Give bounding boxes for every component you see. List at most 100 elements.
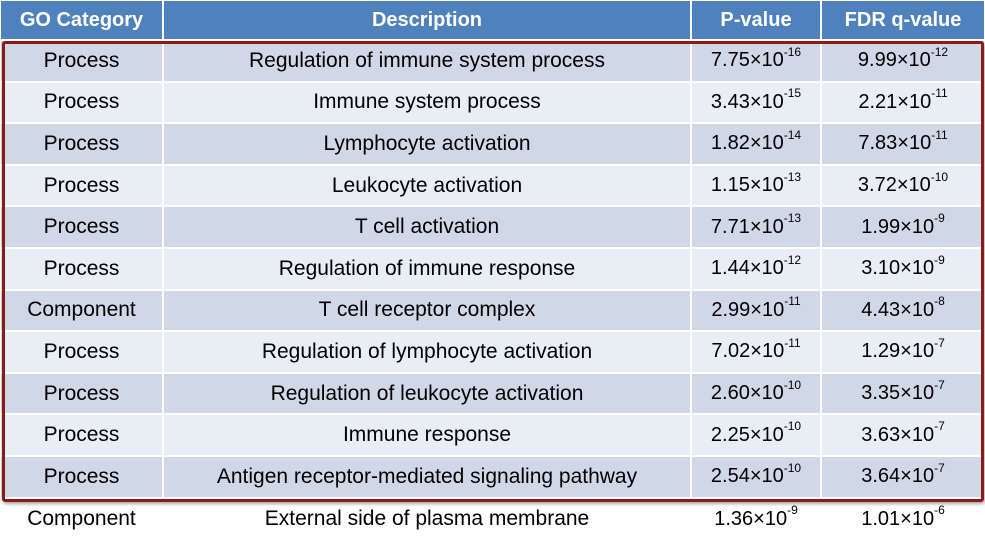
cell-category: Process <box>1 332 164 374</box>
q-value-exponent: -10 <box>930 169 949 184</box>
header-go-category: GO Category <box>1 1 164 41</box>
p-value-exponent: -13 <box>783 211 802 226</box>
p-value-exponent: -10 <box>783 419 802 434</box>
cell-fdr-q-value: 9.99 ×10 -12 <box>822 41 984 83</box>
cell-description: Regulation of immune response <box>164 248 692 291</box>
q-value-exponent: -12 <box>930 44 949 59</box>
table-row: Process T cell activation 7.71 ×10 -13 1.99 ×1… <box>1 207 984 249</box>
p-value-exponent: -12 <box>783 252 802 267</box>
cell-fdr-q-value: 7.83 ×10 -11 <box>822 124 984 166</box>
cell-p-value: 2.54 ×10 -10 <box>692 456 822 499</box>
cell-fdr-q-value: 3.72 ×10 -10 <box>822 165 984 208</box>
p-value-mantissa: 1.36 <box>714 507 754 530</box>
header-description: Description <box>164 1 692 41</box>
cell-fdr-q-value: 4.43 ×10 -8 <box>822 290 984 333</box>
q-value-mantissa: 4.43 <box>861 298 901 321</box>
cell-p-value: 3.43 ×10 -15 <box>692 82 822 125</box>
cell-description: Immune system process <box>164 82 692 125</box>
p-value-mantissa: 3.43 <box>710 90 750 113</box>
p-value-exponent: -16 <box>783 44 802 59</box>
cell-fdr-q-value: 3.64 ×10 -7 <box>822 456 984 499</box>
table-row: Process Leukocyte activation 1.15 ×10 -13 3.7… <box>1 165 984 208</box>
table-body: Process Regulation of immune system proce… <box>1 41 984 541</box>
cell-description: Regulation of lymphocyte activation <box>164 332 692 374</box>
cell-description: Leukocyte activation <box>164 165 692 208</box>
table-row: Component T cell receptor complex 2.99 ×10-… <box>1 290 984 333</box>
p-value-exponent: -15 <box>783 86 802 101</box>
cell-fdr-q-value: 1.29 ×10 -7 <box>822 332 984 374</box>
p-value-mantissa: 7.02 <box>711 340 751 363</box>
q-value-exponent: -9 <box>934 211 945 226</box>
table-row: Process Regulation of immune system proce… <box>1 41 984 83</box>
cell-category: Process <box>1 207 164 249</box>
cell-p-value: 1.44 ×10 -12 <box>692 248 822 291</box>
p-value-exponent: -9 <box>787 503 798 518</box>
cell-p-value: 7.71 ×10 -13 <box>692 207 822 249</box>
table-row: Process Regulation of immune response 1.44… <box>1 248 984 291</box>
cell-category: Process <box>1 373 164 416</box>
q-value-mantissa: 3.72 <box>857 174 897 197</box>
cell-p-value: 7.75 ×10 -16 <box>692 41 822 83</box>
cell-p-value: 2.25 ×10 -10 <box>692 415 822 457</box>
q-value-mantissa: 3.35 <box>861 382 901 405</box>
p-value-mantissa: 2.99 <box>711 298 751 321</box>
q-value-exponent: -7 <box>934 419 945 434</box>
cell-description: T cell activation <box>164 207 692 249</box>
p-value-mantissa: 2.54 <box>710 465 750 488</box>
q-value-mantissa: 3.63 <box>861 423 901 446</box>
cell-description: T cell receptor complex <box>164 290 692 333</box>
p-value-exponent: -11 <box>784 335 801 350</box>
p-value-mantissa: 7.75 <box>710 49 750 72</box>
q-value-mantissa: 1.99 <box>861 215 901 238</box>
cell-category: Process <box>1 415 164 457</box>
cell-description: Regulation of immune system process <box>164 41 692 83</box>
cell-p-value: 7.02 ×10 -11 <box>692 332 822 374</box>
cell-category: Process <box>1 456 164 499</box>
q-value-exponent: -7 <box>934 377 945 392</box>
cell-fdr-q-value: 3.63 ×10 -7 <box>822 415 984 457</box>
q-value-exponent: -11 <box>931 86 948 101</box>
cell-category: Process <box>1 124 164 166</box>
table-row: Process Regulation of lymphocyte activati… <box>1 332 984 374</box>
p-value-exponent: -14 <box>783 127 802 142</box>
q-value-mantissa: 3.64 <box>861 465 901 488</box>
table-header: GO Category Description P-value FDR q-va… <box>1 1 984 41</box>
q-value-mantissa: 7.83 <box>858 132 898 155</box>
cell-description: Lymphocyte activation <box>164 124 692 166</box>
p-value-mantissa: 7.71 <box>710 215 750 238</box>
p-value-exponent: -10 <box>783 460 802 475</box>
cell-category: Component <box>1 290 164 333</box>
table-row: Process Immune system process 3.43 ×10 -15 2.… <box>1 82 984 125</box>
cell-p-value: 1.36 ×10 -9 <box>692 498 822 541</box>
header-p-value: P-value <box>692 1 822 41</box>
cell-description: Regulation of leukocyte activation <box>164 373 692 416</box>
cell-fdr-q-value: 3.10 ×10 -9 <box>822 248 984 291</box>
cell-p-value: 2.60 ×10 -10 <box>692 373 822 416</box>
cell-fdr-q-value: 1.99 ×10 -9 <box>822 207 984 249</box>
q-value-mantissa: 3.10 <box>861 257 901 280</box>
cell-category: Component <box>1 498 164 541</box>
cell-description: External side of plasma membrane <box>164 498 692 541</box>
q-value-exponent: -9 <box>934 252 945 267</box>
table-row: Process Lymphocyte activation 1.82 ×10 -14 7.… <box>1 124 984 166</box>
cell-category: Process <box>1 165 164 208</box>
p-value-mantissa: 2.60 <box>710 382 750 405</box>
table-row: Process Regulation of leukocyte activatio… <box>1 373 984 416</box>
p-value-exponent: -11 <box>784 294 801 309</box>
q-value-exponent: -7 <box>934 460 945 475</box>
p-value-mantissa: 2.25 <box>710 423 750 446</box>
cell-description: Antigen receptor-mediated signaling path… <box>164 456 692 499</box>
cell-fdr-q-value: 2.21 ×10 -11 <box>822 82 984 125</box>
cell-p-value: 1.15 ×10 -13 <box>692 165 822 208</box>
cell-category: Process <box>1 41 164 83</box>
q-value-exponent: -8 <box>934 294 945 309</box>
q-value-exponent: -6 <box>934 503 945 518</box>
p-value-mantissa: 1.15 <box>710 174 750 197</box>
q-value-mantissa: 9.99 <box>857 49 897 72</box>
p-value-exponent: -13 <box>783 169 802 184</box>
q-value-mantissa: 2.21 <box>858 90 898 113</box>
table-row: Process Immune response 2.25 ×10 -10 3.63 ×10-… <box>1 415 984 457</box>
cell-category: Process <box>1 82 164 125</box>
q-value-mantissa: 1.29 <box>861 340 901 363</box>
